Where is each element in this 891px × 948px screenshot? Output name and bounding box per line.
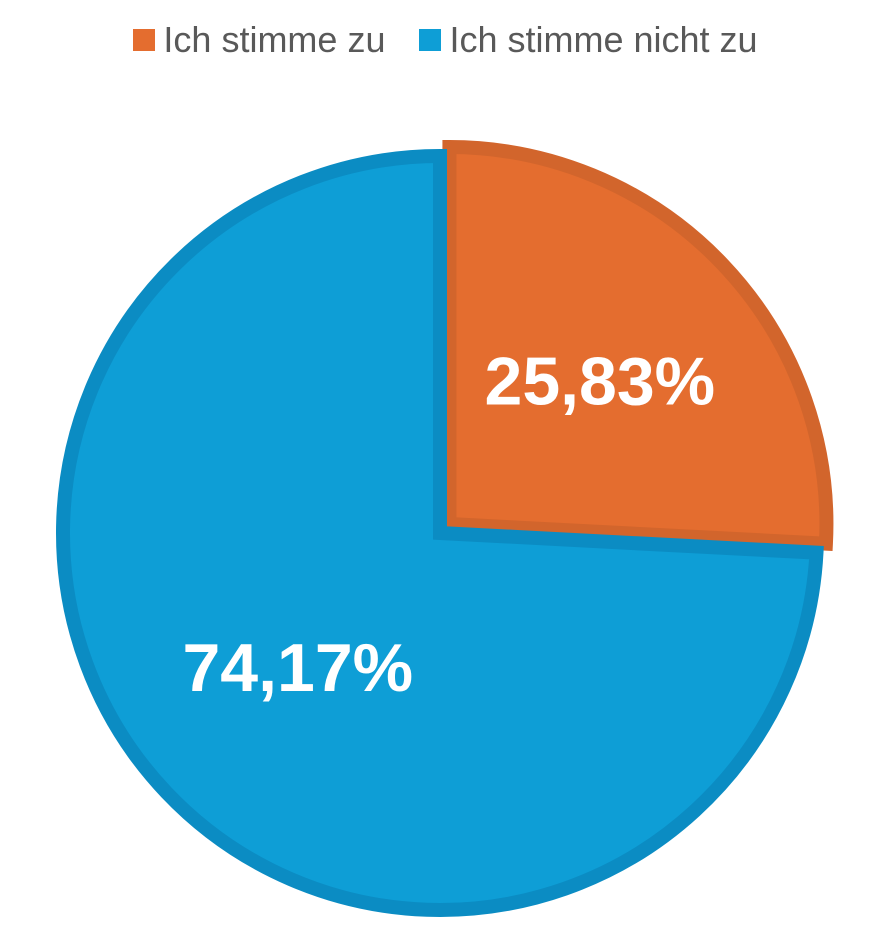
pie-slice-disagree: [56, 148, 824, 917]
legend-item-disagree: Ich stimme nicht zu: [419, 19, 758, 60]
data-label-disagree: 74,17%: [182, 630, 413, 706]
legend-swatch-agree: [133, 29, 156, 51]
pie-slice-agree: [442, 140, 834, 552]
pie-slices: [56, 140, 834, 917]
legend-item-agree: Ich stimme zu: [133, 22, 385, 58]
chart-legend: Ich stimme zu Ich stimme nicht zu: [0, 22, 891, 58]
legend-swatch-disagree: [419, 29, 442, 51]
legend-label-agree: Ich stimme zu: [163, 19, 386, 60]
data-label-agree: 25,83%: [485, 343, 716, 419]
pie-data-labels: 25,83% 74,17%: [182, 343, 715, 706]
legend-label-disagree: Ich stimme nicht zu: [449, 19, 758, 60]
